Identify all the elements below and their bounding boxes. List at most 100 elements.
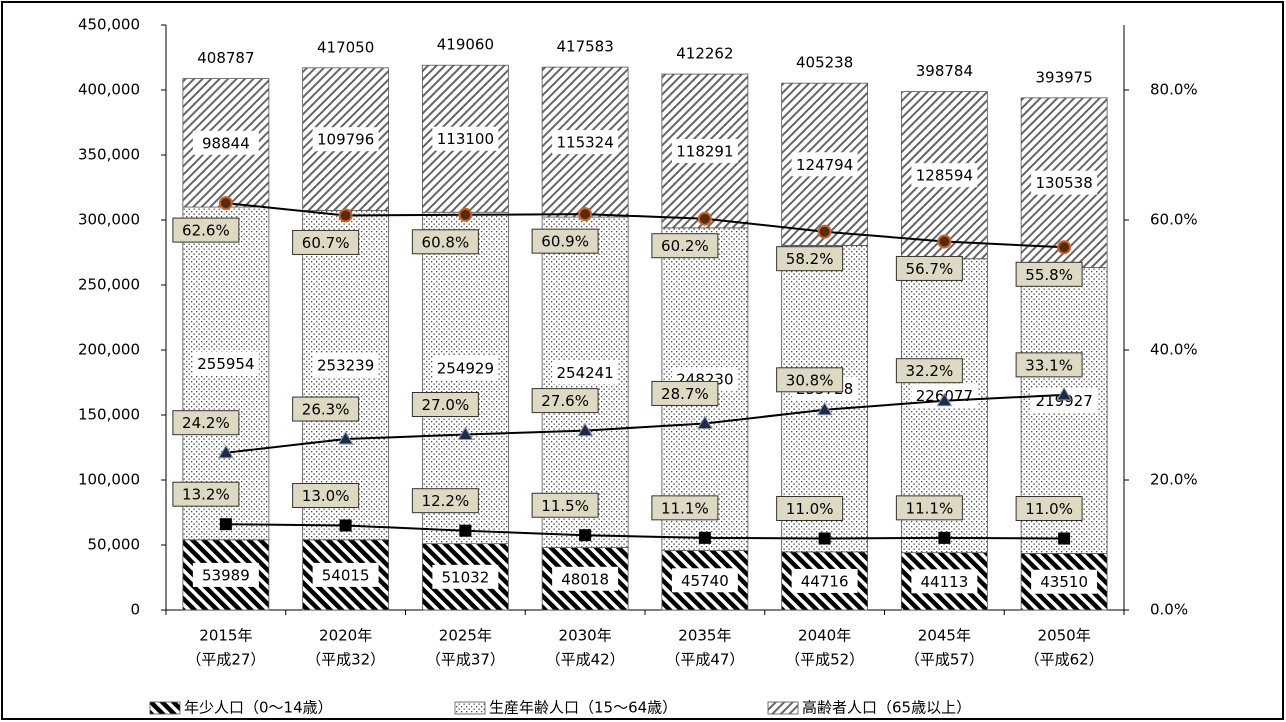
ratio-label: 60.9% [541,233,589,251]
x-tick-label: 2035年 [678,627,731,645]
bar-value-label: 54015 [322,566,370,584]
bar-value-label-box [552,130,619,155]
x-tick-label: 2040年 [798,627,851,645]
bar-value-label-box [432,564,499,589]
marker [459,524,472,537]
x-tick-label: 2030年 [559,627,612,645]
ratio-label: 13.0% [302,487,350,505]
bar-value-label: 51032 [442,568,490,586]
total-label: 405238 [796,54,853,72]
ratio-label-box [292,229,360,255]
ratio-label-box [1015,496,1083,521]
ratio-label-box [651,380,719,406]
y2-tick-label: 0.0% [1150,601,1188,619]
bar-value-label: 44113 [921,573,969,591]
marker [1058,532,1071,545]
ratio-label-box [172,481,240,507]
bar-value-label-box [671,568,738,593]
ratio-line [225,523,1065,540]
y2-tick-label: 40.0% [1150,341,1198,359]
legend-swatch [454,701,486,715]
bar-value-label-box [1031,170,1098,195]
bar-value-label: 113100 [437,130,494,148]
ratio-label-box [651,495,719,521]
marker [938,531,951,544]
marker [697,211,712,226]
ratio-label-box [292,483,360,508]
legend-swatch [149,701,181,715]
total-label: 417050 [317,38,374,56]
ratio-label-box [411,488,479,514]
bar-value-label-box [911,163,978,188]
marker [578,207,593,222]
ratio-label: 55.8% [1025,266,1073,284]
bar-value-label-box [312,353,379,378]
ratio-label: 60.8% [422,233,470,251]
bar-value-label-box [791,568,858,593]
marker [937,234,952,249]
marker [339,519,352,532]
marker [218,196,233,211]
x-tick-label: （平成27） [186,651,265,669]
legend-label: 生産年齢人口（15～64歳） [489,699,677,717]
total-label: 417583 [556,38,613,56]
bar-value-label: 255954 [197,355,254,373]
ratio-label-box [172,410,240,436]
ratio-label-box [776,496,844,521]
bar-value-label: 254929 [437,359,494,377]
ratio-label: 32.2% [906,362,954,380]
ratio-label-box [411,392,479,417]
ratio-label: 13.2% [182,486,230,504]
ratio-label: 62.6% [182,222,230,240]
ratio-label: 28.7% [661,385,709,403]
x-tick-label: 2025年 [439,627,492,645]
marker [698,531,711,544]
ratio-label: 60.7% [302,234,350,252]
y2-tick-label: 20.0% [1150,471,1198,489]
ratio-label-box [531,388,599,414]
bar-value-label: 98844 [202,134,250,152]
ratio-label-box [776,367,844,393]
ratio-line [225,393,1065,454]
ratio-label: 33.1% [1025,356,1073,374]
y-tick-label: 350,000 [78,146,140,164]
ratio-label-box [895,495,963,521]
ratio-label: 24.2% [182,414,230,432]
ratio-label-box [531,492,599,518]
ratio-line [225,202,1065,249]
ratio-label: 11.1% [906,499,954,517]
x-tick-label: （平成57） [905,651,984,669]
legend-label: 高齢者人口（65歳以上） [802,699,971,717]
bar-value-label-box [312,562,379,587]
bar-value-label: 115324 [556,134,613,152]
bar-value-label-box [671,138,738,163]
x-tick-label: （平成32） [306,651,385,669]
x-tick-label: 2050年 [1038,627,1091,645]
marker [579,529,592,542]
bar-value-label-box [791,152,858,177]
ratio-label: 11.0% [786,500,834,518]
y-tick-label: 50,000 [88,536,141,554]
total-label: 412262 [676,45,733,63]
bar-value-label: 44716 [801,572,849,590]
marker [816,401,833,416]
bar-value-label-box [192,130,259,155]
bar-value-label-box [192,562,259,587]
ratio-label: 56.7% [906,260,954,278]
ratio-label: 27.6% [541,392,589,410]
legend-label: 年少人口（0～14歳） [184,699,333,717]
y-tick-label: 100,000 [78,471,140,489]
y2-tick-label: 80.0% [1150,81,1198,99]
bar-value-label-box [552,360,619,385]
ratio-label-box [1015,352,1083,378]
marker [1056,386,1073,401]
ratio-label-box [411,229,479,255]
ratio-label: 60.2% [661,237,709,255]
total-label: 408787 [197,49,254,67]
x-tick-label: 2015年 [199,627,252,645]
bar-value-label-box [1031,569,1098,594]
marker [338,208,353,223]
marker [218,444,234,459]
bar-value-label: 118291 [676,142,733,160]
